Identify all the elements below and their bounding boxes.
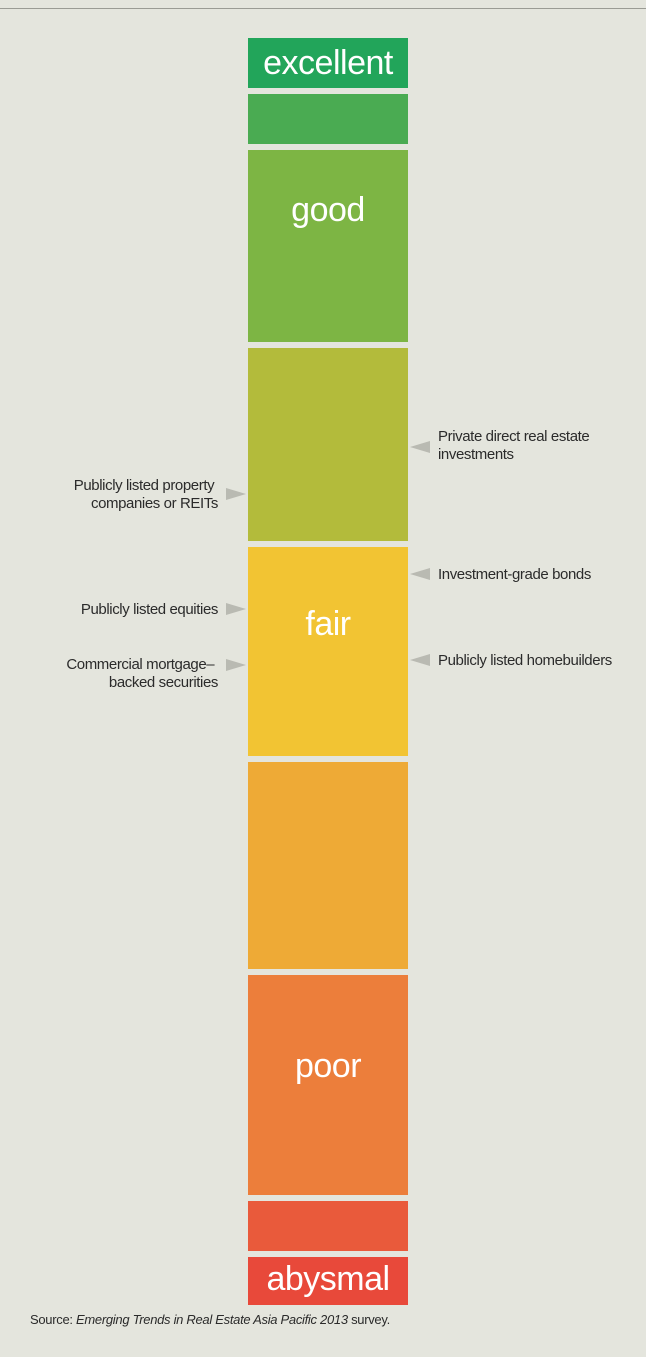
segment	[248, 38, 408, 88]
item-line: Publicly listed equities	[81, 601, 218, 618]
source-suffix: survey.	[348, 1312, 390, 1327]
item-line: Investment-grade bonds	[438, 566, 591, 583]
item-line: Commercial mortgage–	[66, 656, 215, 673]
pointer	[226, 603, 246, 615]
item-line: investments	[438, 446, 514, 463]
level-label: good	[291, 191, 365, 229]
segment	[248, 975, 408, 1195]
segment	[248, 1257, 408, 1305]
item-label: Private direct real estate investments	[438, 428, 593, 463]
pointer	[410, 441, 430, 453]
segment	[248, 1201, 408, 1251]
source-prefix: Source:	[30, 1312, 76, 1327]
segment	[248, 348, 408, 541]
segment	[248, 762, 408, 969]
item-line: companies or REITs	[91, 495, 218, 512]
pointer	[226, 659, 246, 671]
item-label: Publicly listed homebuilders	[438, 652, 612, 669]
pointer	[226, 488, 246, 500]
item-line: Private direct real estate	[438, 428, 589, 445]
source-note: Source: Emerging Trends in Real Estate A…	[30, 1312, 390, 1327]
segment	[248, 547, 408, 756]
segment	[248, 94, 408, 144]
item-label: Investment-grade bonds	[438, 566, 591, 583]
segment	[248, 150, 408, 342]
level-label: fair	[305, 605, 350, 643]
item-label: Publicly listed equities	[81, 601, 218, 618]
level-label: abysmal	[266, 1260, 389, 1298]
pointer	[410, 568, 430, 580]
source-title: Emerging Trends in Real Estate Asia Paci…	[76, 1312, 349, 1327]
pointer	[410, 654, 430, 666]
item-line: backed securities	[109, 674, 218, 691]
item-line: Publicly listed property	[74, 477, 215, 494]
item-line: Publicly listed homebuilders	[438, 652, 612, 669]
item-label: Commercial mortgage– backed securities	[66, 656, 218, 691]
level-label: excellent	[263, 44, 394, 82]
item-label: Publicly listed property companies or RE…	[74, 477, 218, 512]
level-label: poor	[295, 1047, 361, 1085]
